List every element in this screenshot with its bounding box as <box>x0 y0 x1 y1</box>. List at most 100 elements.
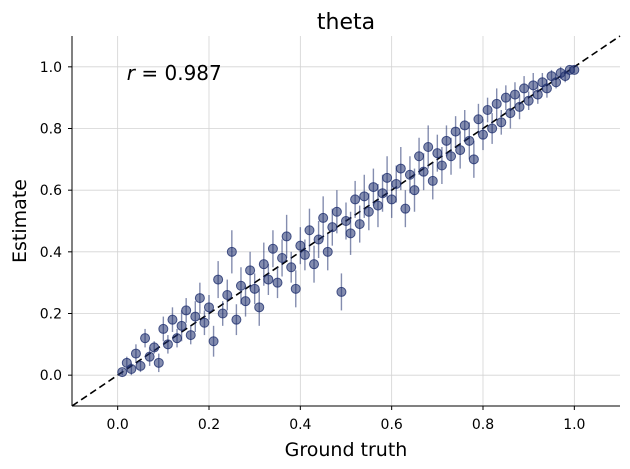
data-point <box>158 323 169 334</box>
x-tick-label: 1.0 <box>563 417 585 433</box>
y-ticks: 0.0 0.2 0.4 0.6 0.8 1.0 <box>40 60 72 384</box>
data-point <box>172 333 183 344</box>
axes <box>71 36 620 407</box>
data-point <box>295 240 306 251</box>
y-tick-label: 0.0 <box>40 368 62 384</box>
data-point <box>222 290 233 300</box>
data-point <box>372 200 383 211</box>
data-point <box>491 98 502 109</box>
y-tick-label: 0.4 <box>40 245 62 261</box>
data-point <box>199 317 210 328</box>
data-point <box>240 296 251 307</box>
data-point <box>446 151 457 162</box>
data-point <box>167 314 178 325</box>
data-point <box>185 330 196 341</box>
data-point <box>528 80 539 91</box>
data-point <box>423 142 434 152</box>
data-point <box>432 148 443 159</box>
chart-title: theta <box>317 10 375 35</box>
data-point <box>299 249 310 260</box>
y-tick-label: 0.2 <box>40 307 62 323</box>
data-point <box>213 274 224 285</box>
data-point <box>345 228 356 239</box>
data-point <box>331 206 342 217</box>
data-point <box>286 262 297 273</box>
data-point <box>496 117 507 128</box>
data-point <box>509 89 520 100</box>
y-tick-label: 0.8 <box>40 122 62 138</box>
data-point <box>482 105 493 115</box>
data-point <box>551 77 562 88</box>
data-point <box>569 64 580 75</box>
data-point <box>487 123 498 134</box>
data-point <box>249 283 260 294</box>
data-point <box>459 120 470 131</box>
data-point <box>464 135 475 146</box>
x-axis-label: Ground truth <box>285 439 408 461</box>
data-point <box>500 92 511 103</box>
data-point <box>359 191 370 202</box>
y-tick-label: 1.0 <box>40 60 62 76</box>
data-point <box>272 277 283 288</box>
data-point <box>318 212 329 223</box>
data-point <box>309 259 320 270</box>
data-point <box>386 194 397 205</box>
data-point <box>400 203 411 214</box>
data-point <box>395 163 406 174</box>
data-point <box>514 101 525 112</box>
x-tick-label: 0.4 <box>289 417 311 433</box>
data-point <box>226 246 237 257</box>
data-point <box>336 286 347 297</box>
data-point <box>130 348 141 359</box>
data-point <box>427 175 438 186</box>
data-point <box>254 302 265 313</box>
data-point <box>418 166 429 177</box>
data-point <box>377 188 388 199</box>
data-point <box>208 336 219 347</box>
data-point <box>135 360 146 371</box>
y-tick-label: 0.6 <box>40 183 62 199</box>
data-point <box>391 179 402 189</box>
data-point <box>532 89 543 100</box>
data-point <box>204 302 214 313</box>
data-point <box>441 135 452 146</box>
annotation-variable: r <box>127 61 137 85</box>
data-point <box>409 185 420 196</box>
data-point <box>505 108 516 119</box>
x-tick-label: 0.8 <box>472 417 494 433</box>
x-tick-label: 0.2 <box>198 417 220 433</box>
data-point <box>263 274 274 285</box>
data-point <box>473 114 484 125</box>
data-point <box>235 280 246 291</box>
data-point <box>231 314 242 325</box>
data-point <box>181 305 192 316</box>
data-point <box>126 364 137 374</box>
data-point <box>322 246 333 257</box>
data-point <box>523 95 534 106</box>
data-point <box>468 154 479 165</box>
data-points <box>117 64 580 378</box>
data-point <box>144 351 155 362</box>
data-point <box>436 160 447 171</box>
data-point <box>149 342 160 353</box>
data-point <box>281 231 292 242</box>
data-point <box>519 83 530 94</box>
data-point <box>290 283 301 294</box>
data-point <box>368 182 379 193</box>
x-ticks: 0.0 0.2 0.4 0.6 0.8 1.0 <box>107 406 585 433</box>
data-point <box>245 265 256 276</box>
data-point <box>162 339 173 350</box>
data-point <box>217 308 228 319</box>
data-point <box>450 126 461 137</box>
data-point <box>194 293 205 304</box>
correlation-annotation: r = 0.987 <box>127 61 222 85</box>
data-point <box>404 169 415 180</box>
annotation-value: = 0.987 <box>135 61 222 85</box>
data-point <box>304 225 315 236</box>
data-point <box>190 311 201 322</box>
data-point <box>327 222 338 233</box>
data-point <box>350 194 361 205</box>
data-point <box>354 219 365 230</box>
data-point <box>176 320 187 331</box>
